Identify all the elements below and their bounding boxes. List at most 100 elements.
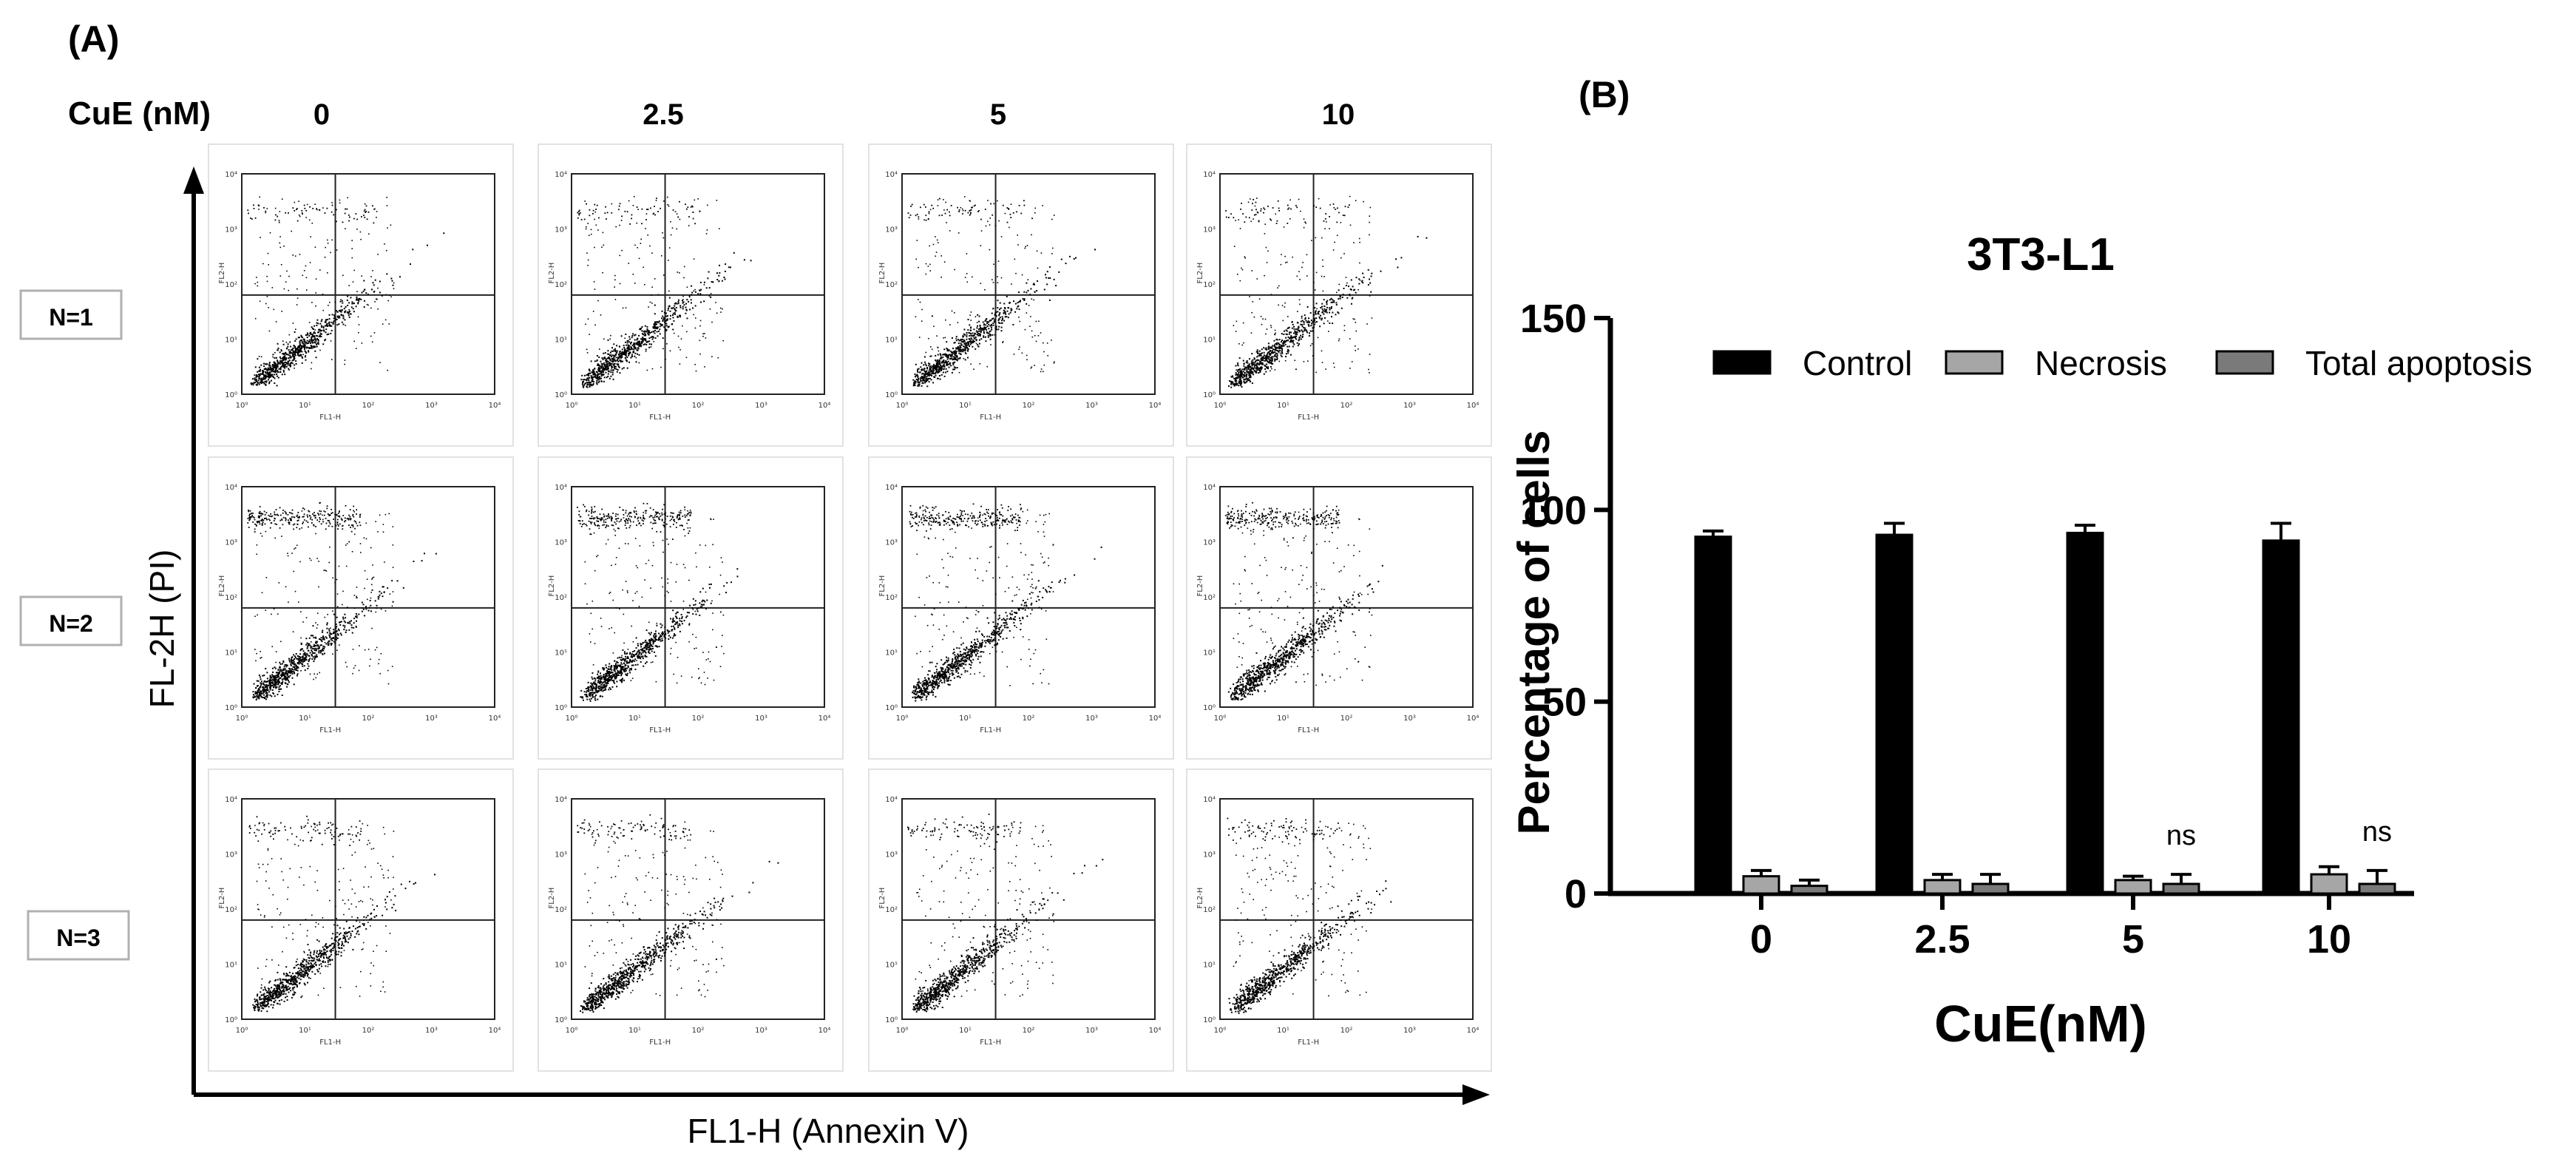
- replicate-label-n3-text: N=3: [56, 925, 101, 951]
- facs-y-tick-label: 10⁴: [555, 484, 567, 492]
- facs-x-axis-label: FL1-H: [649, 1038, 671, 1047]
- chart-x-tick-label: 2.5: [1914, 917, 1970, 962]
- facs-x-tick-label: 10³: [1085, 402, 1098, 410]
- facs-y-tick-label: 10³: [225, 539, 237, 547]
- chart-y-tick-label: 0: [1565, 872, 1587, 916]
- facs-y-tick-label: 10⁰: [555, 1016, 567, 1024]
- facs-x-tick-label: 10⁰: [236, 715, 248, 723]
- facs-plot-frame: [901, 798, 1156, 1020]
- dose-label-2-5: 2.5: [643, 98, 684, 131]
- facs-x-tick-label: 10⁰: [896, 715, 909, 723]
- replicate-label-n3: N=3: [27, 910, 130, 961]
- facs-x-tick-label: 10²: [1340, 1027, 1353, 1035]
- facs-x-axis-label: FL1-H: [980, 726, 1001, 734]
- facs-plot-frame: [241, 173, 495, 395]
- facs-y-tick-label: 10⁴: [1203, 484, 1216, 492]
- facs-x-axis-label: FL1-H: [1298, 726, 1319, 734]
- facs-event-dots: [247, 501, 437, 700]
- facs-x-axis-label: FL1-H: [649, 726, 671, 734]
- facs-x-tick-label: 10²: [692, 402, 705, 410]
- panel-a-x-axis-title: FL1-H (Annexin V): [688, 1112, 969, 1150]
- legend-label: Necrosis: [2035, 344, 2167, 382]
- chart-y-tick-label: 150: [1520, 297, 1587, 341]
- facs-x-tick-label: 10⁰: [896, 1027, 909, 1035]
- facs-x-tick-label: 10¹: [1277, 402, 1289, 410]
- facs-event-dots: [248, 815, 435, 1013]
- facs-x-axis-label: FL1-H: [980, 1038, 1001, 1047]
- chart-y-axis-title: Percentage of cells: [1509, 430, 1559, 835]
- facs-y-tick-label: 10⁴: [555, 171, 567, 179]
- facs-x-tick-label: 10¹: [299, 402, 311, 410]
- facs-x-tick-label: 10⁴: [489, 402, 501, 410]
- facs-y-tick-label: 10²: [225, 906, 237, 914]
- dose-label-0: 0: [313, 98, 330, 131]
- chart-x-tick-label: 5: [2122, 917, 2144, 962]
- facs-y-axis-label: FL2-H: [878, 888, 887, 909]
- facs-x-tick-label: 10¹: [628, 402, 641, 410]
- facs-y-tick-label: 10⁰: [1203, 1016, 1216, 1024]
- facs-y-axis-label: FL2-H: [548, 575, 556, 597]
- facs-y-tick-label: 10⁰: [885, 704, 898, 712]
- facs-plot-frame: [571, 486, 825, 708]
- facs-x-tick-label: 10¹: [1277, 715, 1289, 723]
- facs-y-tick-label: 10¹: [1203, 337, 1216, 345]
- facs-x-tick-label: 10⁰: [1214, 402, 1227, 410]
- facs-x-tick-label: 10¹: [959, 715, 972, 723]
- facs-event-dots: [1227, 817, 1392, 1014]
- facs-event-dots: [247, 196, 445, 387]
- facs-y-tick-label: 10¹: [555, 962, 567, 970]
- legend-item-necrosis: Necrosis: [1945, 344, 2167, 382]
- facs-x-tick-label: 10¹: [628, 715, 641, 723]
- facs-y-tick-label: 10⁰: [555, 391, 567, 399]
- facs-x-tick-label: 10²: [1340, 402, 1353, 410]
- facs-x-tick-label: 10⁴: [1149, 402, 1162, 410]
- bar-necrosis-0: [1742, 875, 1780, 895]
- facs-y-tick-label: 10⁴: [225, 796, 237, 804]
- bar-control-2-5: [1875, 533, 1914, 895]
- facs-y-axis-label: FL2-H: [218, 575, 226, 597]
- facs-x-axis-label: FL1-H: [1298, 1038, 1319, 1047]
- panel-a-axes: [183, 166, 1490, 1105]
- facs-event-dots: [1225, 195, 1428, 388]
- bar-necrosis-5: [2114, 879, 2152, 895]
- facs-x-tick-label: 10⁴: [1149, 715, 1162, 723]
- facs-plot-n1-dose-10: 10⁰ 10⁰ 10¹ 10¹ 10² 10² 10³ 10³ 10⁴ 10⁴ FL1-H FL2-H: [1186, 143, 1492, 447]
- replicate-label-n1: N=1: [19, 289, 123, 340]
- facs-x-tick-label: 10⁰: [896, 402, 909, 410]
- facs-plot-frame: [241, 486, 495, 708]
- facs-y-tick-label: 10¹: [225, 962, 237, 970]
- facs-event-dots: [909, 503, 1102, 702]
- facs-plot-frame: [1219, 173, 1474, 395]
- facs-x-tick-label: 10¹: [628, 1027, 641, 1035]
- bar-total-apoptosis-2-5: [1971, 882, 2010, 895]
- facs-y-tick-label: 10⁰: [225, 391, 237, 399]
- facs-x-tick-label: 10³: [1085, 715, 1098, 723]
- facs-x-tick-label: 10⁰: [1214, 1027, 1227, 1035]
- facs-y-axis-label: FL2-H: [548, 263, 556, 284]
- facs-y-axis-label: FL2-H: [218, 888, 226, 909]
- facs-x-tick-label: 10³: [425, 715, 438, 723]
- facs-x-tick-label: 10²: [692, 715, 705, 723]
- facs-x-tick-label: 10²: [692, 1027, 705, 1035]
- facs-x-tick-label: 10²: [1023, 715, 1035, 723]
- facs-x-tick-label: 10¹: [1277, 1027, 1289, 1035]
- facs-x-tick-label: 10³: [1403, 402, 1416, 410]
- facs-y-tick-label: 10⁴: [885, 796, 898, 804]
- facs-plot-n1-dose-0: 10⁰ 10⁰ 10¹ 10¹ 10² 10² 10³ 10³ 10⁴ 10⁴ FL1-H FL2-H: [208, 143, 514, 447]
- chart-title: 3T3-L1: [1967, 229, 2115, 280]
- facs-x-tick-label: 10²: [362, 715, 375, 723]
- facs-y-tick-label: 10⁰: [225, 704, 237, 712]
- facs-event-dots: [1224, 501, 1383, 700]
- facs-y-tick-label: 10⁴: [225, 484, 237, 492]
- facs-y-tick-label: 10³: [885, 226, 898, 234]
- facs-plot-n3-dose-2-5: 10⁰ 10⁰ 10¹ 10¹ 10² 10² 10³ 10³ 10⁴ 10⁴ FL1-H FL2-H: [538, 769, 844, 1072]
- facs-y-tick-label: 10⁴: [555, 796, 567, 804]
- bar-control-10: [2262, 539, 2300, 895]
- facs-event-dots: [906, 814, 1104, 1013]
- facs-y-tick-label: 10³: [885, 851, 898, 859]
- facs-x-tick-label: 10⁴: [818, 402, 831, 410]
- facs-y-tick-label: 10²: [555, 906, 567, 914]
- legend-item-total-apoptosis: Total apoptosis: [2215, 344, 2532, 382]
- facs-x-tick-label: 10³: [1403, 715, 1416, 723]
